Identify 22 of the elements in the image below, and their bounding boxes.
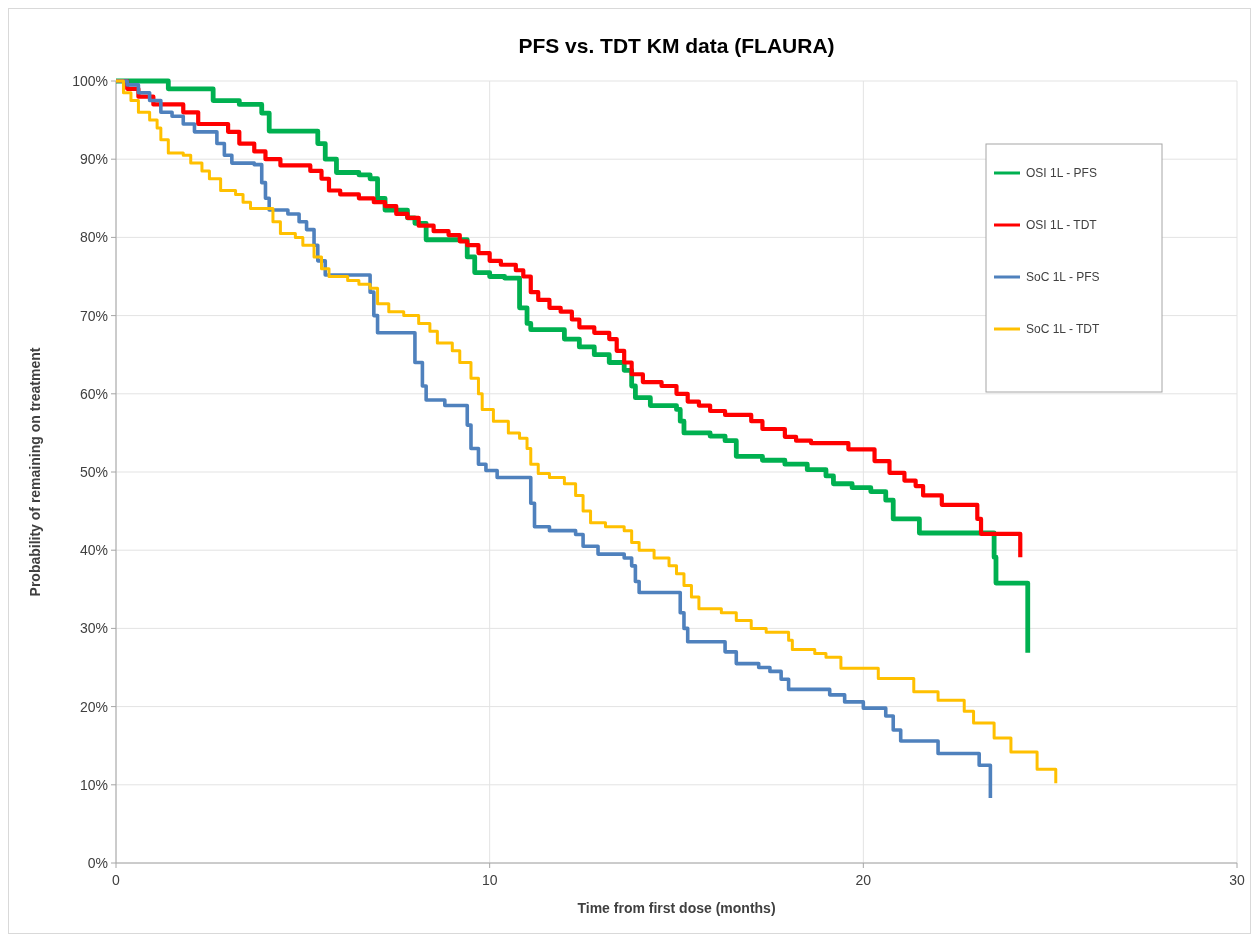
- y-tick-label: 60%: [79, 385, 108, 402]
- y-tick-label: 50%: [79, 464, 108, 480]
- chart-title: PFS vs. TDT KM data (FLAURA): [518, 34, 835, 57]
- x-tick-label: 0: [112, 872, 121, 888]
- y-tick-label: 40%: [79, 542, 108, 559]
- x-tick-label: 20: [855, 872, 872, 888]
- y-tick-label: 0%: [87, 855, 108, 871]
- x-tick-label: 30: [1229, 872, 1245, 888]
- y-tick-label: 80%: [79, 229, 108, 246]
- legend-label: OSI 1L - PFS: [1026, 166, 1097, 180]
- x-axis-title: Time from first dose (months): [577, 900, 776, 916]
- legend-label: SoC 1L - TDT: [1026, 322, 1101, 336]
- y-tick-label: 70%: [79, 307, 108, 324]
- y-tick-label: 90%: [79, 151, 108, 168]
- y-tick-label: 10%: [79, 776, 108, 793]
- y-tick-label: 30%: [79, 620, 108, 637]
- y-tick-label: 20%: [79, 698, 108, 715]
- y-tick-label: 100%: [72, 73, 108, 89]
- y-axis-title: Probability of remaining on treatment: [27, 347, 43, 597]
- x-tick-label: 10: [481, 872, 498, 888]
- legend-label: SoC 1L - PFS: [1026, 270, 1100, 284]
- legend-label: OSI 1L - TDT: [1026, 218, 1098, 232]
